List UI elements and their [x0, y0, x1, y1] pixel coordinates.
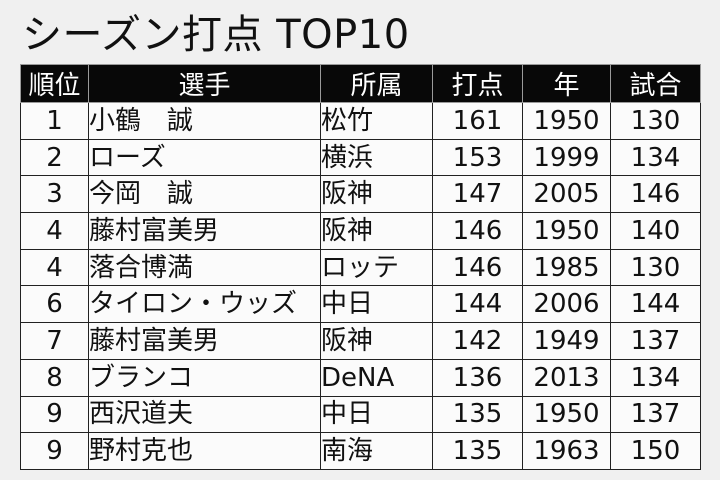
cell-year: 1999: [522, 138, 611, 177]
cell-year: 1985: [522, 248, 611, 287]
cell-rank: 9: [20, 432, 89, 470]
cell-rank: 9: [20, 395, 89, 434]
cell-games: 134: [610, 138, 701, 177]
cell-rank: 1: [20, 102, 89, 140]
cell-player: ブランコ: [88, 358, 321, 397]
cell-rank: 3: [20, 175, 89, 214]
cell-games: 140: [610, 212, 701, 250]
cell-rank: 2: [20, 138, 89, 177]
cell-team: 中日: [320, 395, 433, 434]
cell-rbi: 147: [432, 175, 523, 214]
cell-player: 落合博満: [88, 248, 321, 287]
cell-player: タイロン・ウッズ: [88, 285, 321, 324]
cell-player: 野村克也: [88, 432, 321, 470]
cell-player: 西沢道夫: [88, 395, 321, 434]
cell-player: 藤村富美男: [88, 322, 321, 360]
cell-year: 2013: [522, 358, 611, 397]
cell-team: 横浜: [320, 138, 433, 177]
table-row: 7 藤村富美男 阪神 142 1949 137: [20, 322, 701, 360]
cell-team: 南海: [320, 432, 433, 470]
table-row: 4 藤村富美男 阪神 146 1950 140: [20, 212, 701, 250]
cell-year: 2005: [522, 175, 611, 214]
table-row: 3 今岡 誠阪神 147 2005 146: [20, 175, 701, 214]
table-row: 4 落合博満 ロッテ 146 1985 130: [20, 248, 701, 287]
table-row: 9 西沢道夫 中日 135 1950 137: [20, 395, 701, 434]
header-year: 年: [522, 64, 611, 103]
page-title: シーズン打点 TOP10: [22, 12, 410, 58]
header-team: 所属: [320, 64, 433, 103]
cell-rank: 8: [20, 358, 89, 397]
cell-team: 阪神: [320, 212, 433, 250]
cell-rbi: 153: [432, 138, 523, 177]
table-row: 8 ブランコ DeNA 136 2013 134: [20, 358, 701, 397]
table-row: 2 ローズ 横浜 153 1999 134: [20, 138, 701, 177]
header-rank: 順位: [20, 64, 89, 103]
ranking-table: 順位 選手 所属 打点 年 試合 1 小鶴 誠松竹 161 1950 130 2 ローズ 横浜…: [20, 64, 701, 470]
cell-player: 小鶴 誠: [88, 102, 321, 140]
cell-rbi: 135: [432, 395, 523, 434]
cell-games: 137: [610, 395, 701, 434]
cell-team: 阪神: [320, 175, 433, 214]
cell-year: 1950: [522, 395, 611, 434]
cell-games: 150: [610, 432, 701, 470]
header-games: 試合: [610, 64, 701, 103]
table-row: 6 タイロン・ウッズ 中日 144 2006 144: [20, 285, 701, 324]
cell-rbi: 142: [432, 322, 523, 360]
cell-year: 1950: [522, 212, 611, 250]
cell-year: 1949: [522, 322, 611, 360]
cell-games: 134: [610, 358, 701, 397]
cell-player: 今岡 誠: [88, 175, 321, 214]
cell-player: ローズ: [88, 138, 321, 177]
cell-rbi: 146: [432, 212, 523, 250]
cell-rbi: 146: [432, 248, 523, 287]
cell-games: 144: [610, 285, 701, 324]
header-rbi: 打点: [432, 64, 523, 103]
cell-rank: 6: [20, 285, 89, 324]
cell-games: 146: [610, 175, 701, 214]
cell-rbi: 144: [432, 285, 523, 324]
cell-rank: 7: [20, 322, 89, 360]
cell-rank: 4: [20, 248, 89, 287]
header-player: 選手: [88, 64, 321, 103]
table-row: 1 小鶴 誠松竹 161 1950 130: [20, 102, 701, 140]
cell-team: 中日: [320, 285, 433, 324]
cell-rbi: 136: [432, 358, 523, 397]
cell-year: 2006: [522, 285, 611, 324]
cell-year: 1950: [522, 102, 611, 140]
cell-year: 1963: [522, 432, 611, 470]
cell-games: 130: [610, 248, 701, 287]
cell-player: 藤村富美男: [88, 212, 321, 250]
cell-rbi: 135: [432, 432, 523, 470]
cell-team: ロッテ: [320, 248, 433, 287]
cell-team: DeNA: [320, 358, 433, 397]
cell-team: 阪神: [320, 322, 433, 360]
header-row: 順位 選手 所属 打点 年 試合: [20, 64, 701, 103]
cell-rbi: 161: [432, 102, 523, 140]
cell-team: 松竹: [320, 102, 433, 140]
cell-games: 137: [610, 322, 701, 360]
table-row: 9 野村克也 南海 135 1963 150: [20, 432, 701, 470]
cell-rank: 4: [20, 212, 89, 250]
cell-games: 130: [610, 102, 701, 140]
